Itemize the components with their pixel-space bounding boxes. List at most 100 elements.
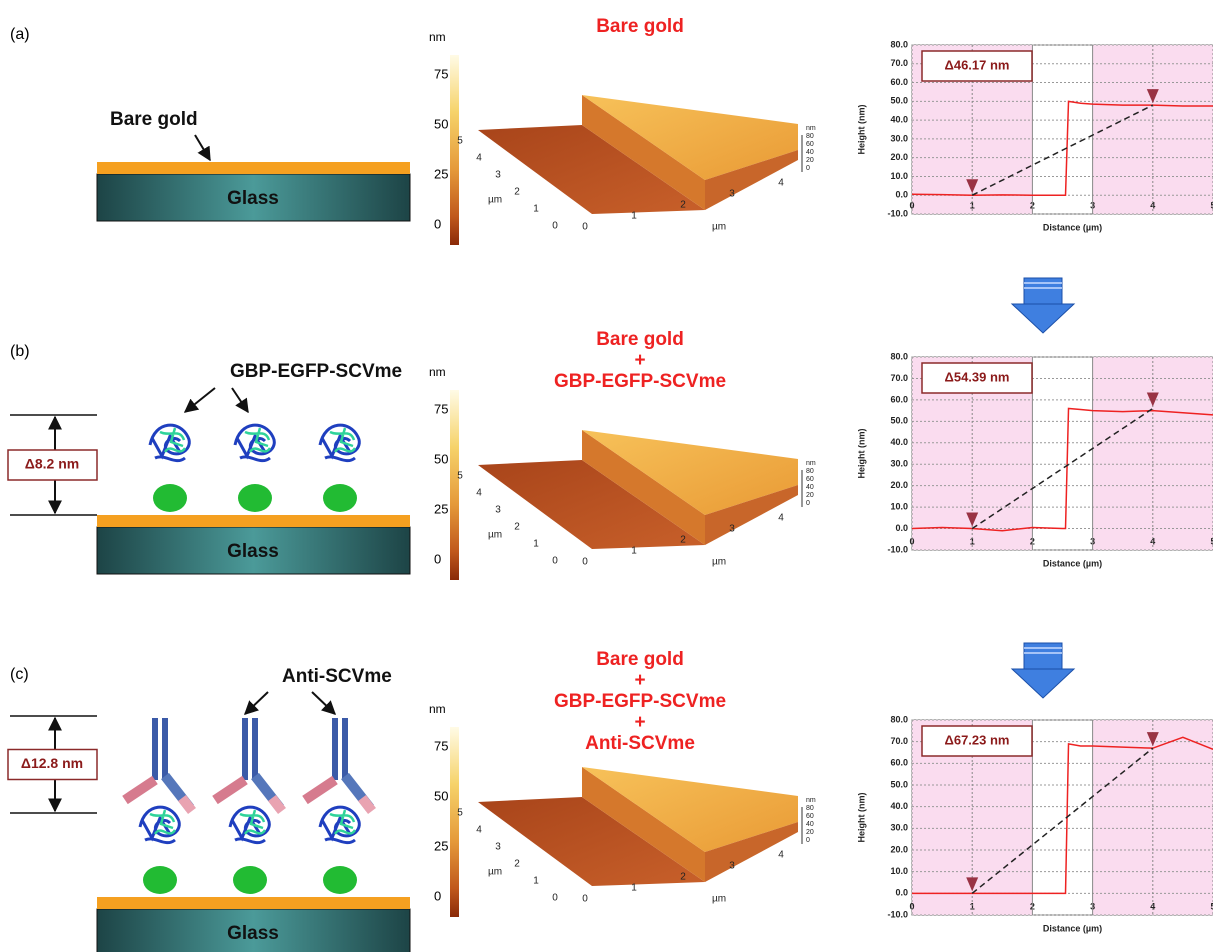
afm-y-tick: 0	[552, 893, 558, 904]
gold-layer	[97, 162, 410, 174]
substrate-label: Glass	[227, 923, 279, 944]
afm-y-unit: µm	[488, 530, 502, 541]
afm-y-tick: 4	[476, 488, 482, 499]
afm-y-tick: 1	[533, 539, 539, 550]
x-axis-label: Distance (µm)	[1043, 558, 1102, 568]
height-label: Δ12.8 nm	[21, 755, 83, 771]
y-tick-label: 50.0	[890, 779, 908, 789]
afm-x-unit: µm	[712, 222, 726, 233]
x-axis-label: Distance (µm)	[1043, 222, 1102, 232]
pointer	[185, 388, 215, 412]
y-tick-label: 40.0	[890, 801, 908, 811]
afm-x-tick: 4	[778, 178, 784, 189]
y-tick-label: 40.0	[890, 437, 908, 447]
afm-x-tick: 4	[778, 513, 784, 524]
afm-x-tick: 3	[729, 861, 735, 872]
colorbar-unit: nm	[429, 702, 446, 716]
flow-arrow	[1024, 643, 1062, 671]
anchor	[323, 866, 357, 894]
afm-x-tick: 0	[582, 557, 588, 568]
flow-arrow	[1012, 304, 1074, 333]
antibody-stem	[245, 718, 255, 780]
afm-y-tick: 5	[457, 471, 463, 482]
y-tick-label: 60.0	[890, 758, 908, 768]
colorbar-tick: 75	[434, 401, 448, 416]
afm-y-tick: 1	[533, 876, 539, 887]
colorbar	[450, 390, 459, 580]
colorbar	[450, 55, 459, 245]
x-axis-label: Distance (µm)	[1043, 923, 1102, 933]
colorbar-unit: nm	[429, 30, 446, 44]
afm-title: GBP-EGFP-SCVme	[554, 691, 726, 712]
colorbar-tick: 50	[434, 451, 448, 466]
diagram-label: Bare gold	[110, 109, 198, 130]
afm-y-tick: 1	[533, 204, 539, 215]
afm-z-tick: 60	[806, 476, 814, 483]
y-tick-label: 70.0	[890, 58, 908, 68]
substrate-label: Glass	[227, 541, 279, 562]
afm-x-tick: 3	[729, 189, 735, 200]
antibody-tip	[182, 798, 192, 811]
protein	[150, 425, 189, 512]
flow-arrow	[1024, 278, 1062, 306]
afm-z-tick: 0	[806, 500, 810, 507]
colorbar-tick: 50	[434, 116, 448, 131]
afm-z-tick: 80	[806, 133, 814, 140]
afm-x-tick: 2	[680, 200, 686, 211]
height-label: Δ8.2 nm	[25, 456, 79, 472]
flow-arrow	[1012, 669, 1074, 698]
antibody-arm	[215, 780, 245, 800]
afm-z-unit: nm	[806, 125, 816, 132]
protein-fold	[320, 425, 359, 461]
afm-y-tick: 0	[552, 556, 558, 567]
pointer	[245, 692, 268, 714]
y-tick-label: -10.0	[887, 208, 908, 218]
anchor	[153, 484, 187, 512]
afm-z-tick: 80	[806, 805, 814, 812]
afm-title: +	[634, 712, 645, 733]
y-axis-label: Height (nm)	[856, 793, 866, 843]
y-tick-label: 70.0	[890, 736, 908, 746]
afm-x-tick: 2	[680, 872, 686, 883]
diagram-label: Anti-SCVme	[282, 666, 392, 687]
afm-z-tick: 40	[806, 484, 814, 491]
afm-title: GBP-EGFP-SCVme	[554, 371, 726, 392]
afm-title: +	[634, 670, 645, 691]
y-tick-label: 0.0	[895, 523, 908, 533]
antibody-tip	[362, 798, 372, 811]
y-tick-label: 50.0	[890, 416, 908, 426]
colorbar-tick: 0	[434, 888, 441, 903]
afm-y-tick: 4	[476, 153, 482, 164]
afm-z-tick: 20	[806, 157, 814, 164]
afm-x-tick: 4	[778, 850, 784, 861]
antibody-arm	[125, 780, 155, 800]
afm-x-tick: 3	[729, 524, 735, 535]
annotation: Δ54.39 nm	[945, 369, 1010, 384]
afm-x-tick: 0	[582, 222, 588, 233]
afm-y-tick: 3	[495, 842, 501, 853]
afm-x-tick: 1	[631, 883, 637, 894]
afm-x-tick: 0	[582, 894, 588, 905]
afm-y-tick: 5	[457, 136, 463, 147]
colorbar-tick: 25	[434, 166, 448, 181]
afm-y-tick: 3	[495, 170, 501, 181]
antibody	[125, 718, 192, 811]
panel-label: (c)	[10, 666, 29, 683]
afm-title: Bare gold	[596, 649, 684, 670]
afm-z-tick: 0	[806, 165, 810, 172]
afm-y-tick: 2	[514, 187, 520, 198]
y-tick-label: 60.0	[890, 394, 908, 404]
anchor	[238, 484, 272, 512]
anchor	[143, 866, 177, 894]
afm-x-unit: µm	[712, 894, 726, 905]
afm-x-tick: 1	[631, 211, 637, 222]
y-tick-label: 0.0	[895, 190, 908, 200]
afm-z-tick: 20	[806, 829, 814, 836]
y-axis-label: Height (nm)	[856, 429, 866, 479]
afm-y-tick: 2	[514, 522, 520, 533]
protein-fold	[230, 807, 269, 843]
colorbar-tick: 75	[434, 738, 448, 753]
y-tick-label: 30.0	[890, 133, 908, 143]
afm-title: Anti-SCVme	[585, 733, 695, 754]
protein	[140, 807, 179, 894]
